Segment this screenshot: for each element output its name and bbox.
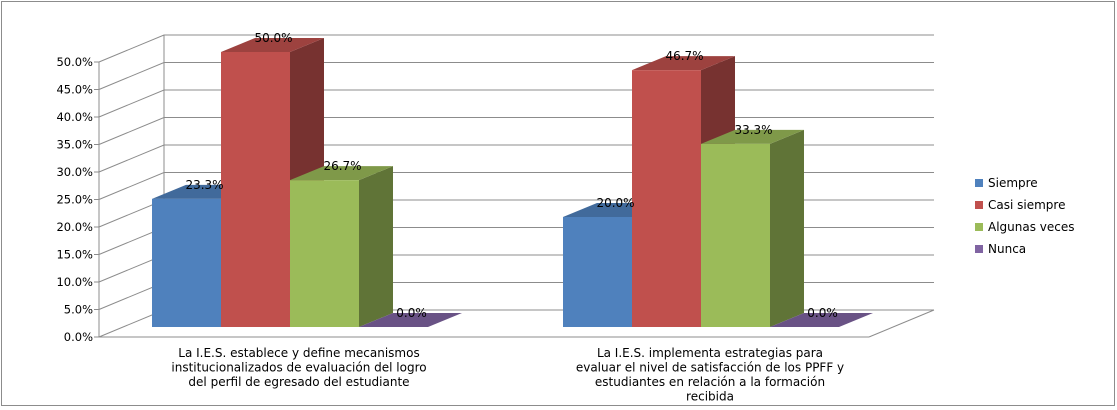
data-label: 0.0%	[396, 306, 427, 320]
y-tick-label: 0.0%	[64, 330, 93, 344]
bar-top-face	[290, 166, 393, 181]
category-label-line: evaluar el nivel de satisfacción de los …	[576, 361, 844, 375]
bar-nunca	[770, 313, 873, 327]
legend: Siempre Casi siempre Algunas veces Nunca	[975, 176, 1075, 256]
data-label: 20.0%	[596, 196, 634, 210]
category-label-line: institucionalizados de evaluación del lo…	[171, 361, 426, 375]
y-tick-label: 30.0%	[56, 165, 93, 179]
category-label: La I.E.S. establece y define mecanismos i…	[171, 346, 426, 389]
data-label: 23.3%	[185, 178, 223, 192]
data-label: 0.0%	[807, 306, 838, 320]
data-label: 33.3%	[734, 123, 772, 137]
y-tick-label: 35.0%	[56, 138, 93, 152]
legend-item-siempre: Siempre	[975, 176, 1038, 190]
bar-front-face	[290, 180, 359, 327]
y-tick-label: 15.0%	[56, 248, 93, 262]
gridline	[98, 34, 934, 63]
category-label-line: La I.E.S. implementa estrategias para	[597, 346, 823, 360]
bar-front-face	[563, 217, 632, 327]
bar-nunca	[359, 313, 462, 327]
floor-right-edge	[868, 309, 935, 338]
bar-top-face	[701, 129, 804, 144]
category-label-line: La I.E.S. establece y define mecanismos	[178, 346, 419, 360]
category-label-line: estudiantes en relación a la formación	[595, 375, 825, 389]
legend-swatch	[975, 223, 983, 231]
y-tick-label: 50.0%	[56, 55, 93, 69]
bars	[152, 38, 873, 328]
bar-front-face	[632, 70, 701, 328]
data-label: 50.0%	[254, 31, 292, 45]
y-axis-ticks: 0.0% 5.0% 10.0% 15.0% 20.0% 25.0% 30.0% 35.0% 40…	[56, 55, 99, 344]
legend-swatch	[975, 201, 983, 209]
bar-side-face	[770, 129, 804, 327]
category-label-line: recibida	[686, 390, 734, 404]
data-labels: 23.3% 20.0% 50.0% 46.7% 26.7% 33.3% 0.0% 0.0%	[185, 31, 837, 320]
bar-front-face	[152, 198, 221, 327]
legend-item-algunas-veces: Algunas veces	[975, 220, 1075, 234]
category-labels: La I.E.S. establece y define mecanismos i…	[171, 346, 844, 404]
bar-chart: 0.0% 5.0% 10.0% 15.0% 20.0% 25.0% 30.0% 35.0% 40…	[56, 31, 1075, 404]
bar-top-face	[359, 313, 462, 327]
legend-label: Casi siempre	[988, 198, 1065, 212]
y-tick-label: 10.0%	[56, 275, 93, 289]
y-tick-label: 5.0%	[64, 303, 93, 317]
legend-label: Siempre	[988, 176, 1038, 190]
legend-item-nunca: Nunca	[975, 242, 1026, 256]
legend-item-casi-siempre: Casi siempre	[975, 198, 1065, 212]
legend-label: Algunas veces	[988, 220, 1075, 234]
data-label: 46.7%	[665, 49, 703, 63]
category-label: La I.E.S. implementa estrategias para eva…	[576, 346, 844, 404]
y-tick-label: 25.0%	[56, 193, 93, 207]
bar-front-face	[701, 143, 770, 327]
y-tick-label: 45.0%	[56, 83, 93, 97]
y-tick-label: 20.0%	[56, 220, 93, 234]
bar-algunas-veces	[290, 166, 393, 327]
bar-top-face	[770, 313, 873, 327]
bar-algunas-veces	[701, 129, 804, 327]
data-label: 26.7%	[323, 159, 361, 173]
bar-top-face	[221, 38, 324, 52]
bar-side-face	[359, 166, 393, 327]
category-label-line: del perfil de egresado del estudiante	[188, 375, 409, 389]
legend-swatch	[975, 179, 983, 187]
bar-top-face	[632, 56, 735, 71]
bar-front-face	[221, 52, 290, 327]
legend-label: Nunca	[988, 242, 1026, 256]
legend-swatch	[975, 245, 983, 253]
y-tick-label: 40.0%	[56, 110, 93, 124]
